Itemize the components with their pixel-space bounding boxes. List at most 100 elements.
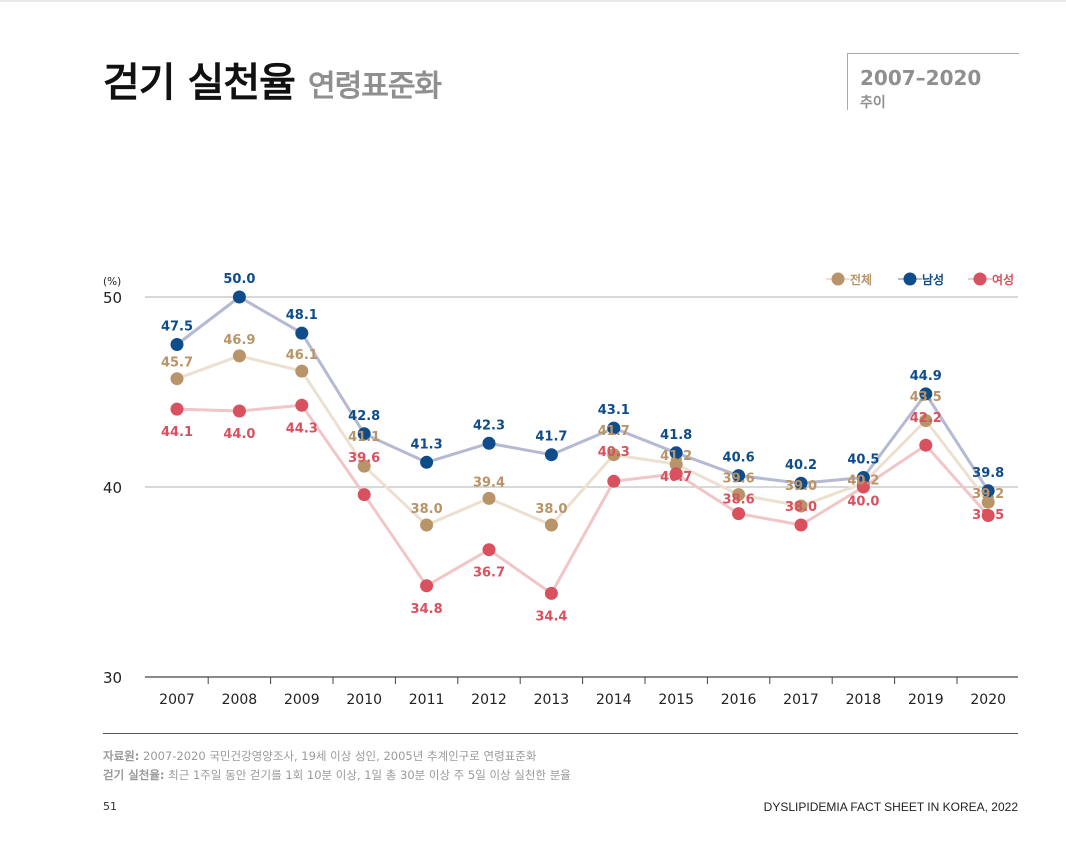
x-tick-label: 2016 xyxy=(721,692,757,708)
data-point-전체 xyxy=(544,518,558,532)
data-label-남성: 44.9 xyxy=(910,369,942,384)
data-label-전체: 40.2 xyxy=(847,474,879,489)
data-point-남성 xyxy=(856,471,870,484)
x-tick-label: 2019 xyxy=(908,692,944,708)
y-tick-label: 50 xyxy=(103,289,122,307)
period-box: 2007–2020 추이 xyxy=(847,53,1019,111)
source-text: 2007-2020 국민건강영양조사, 19세 이상 성인, 2005년 추계인… xyxy=(143,749,537,763)
series-line-전체 xyxy=(176,354,990,527)
data-label-전체: 39.0 xyxy=(785,479,817,494)
data-point-전체 xyxy=(357,459,371,473)
data-label-남성: 39.8 xyxy=(972,466,1004,481)
data-label-전체: 41.7 xyxy=(598,424,630,439)
data-label-남성: 42.8 xyxy=(348,409,380,424)
data-label-여성: 40.3 xyxy=(598,445,630,460)
data-point-여성 xyxy=(544,586,558,600)
data-label-여성: 38.6 xyxy=(723,493,755,508)
x-tick-label: 2013 xyxy=(534,692,570,708)
data-label-전체: 45.7 xyxy=(161,356,193,371)
data-label-여성: 39.6 xyxy=(348,451,380,466)
x-tick-label: 2020 xyxy=(970,692,1006,708)
data-point-전체 xyxy=(732,488,746,502)
data-label-남성: 40.2 xyxy=(785,458,817,473)
x-tick-label: 2014 xyxy=(596,692,632,708)
data-label-여성: 34.4 xyxy=(535,609,567,624)
data-label-남성: 41.3 xyxy=(411,437,443,452)
data-point-남성 xyxy=(981,484,995,498)
definition-note: 걷기 실천율: 최근 1주일 동안 걷기를 1회 10분 이상, 1일 총 30… xyxy=(103,767,571,783)
definition-text: 최근 1주일 동안 걷기를 1회 10분 이상, 1일 총 30분 이상 주 5… xyxy=(168,768,571,782)
data-label-남성: 47.5 xyxy=(161,320,193,335)
data-label-여성: 36.7 xyxy=(473,566,505,581)
legend-marker-전체 xyxy=(831,272,845,286)
data-label-남성: 42.3 xyxy=(473,418,505,433)
data-label-전체: 38.0 xyxy=(411,502,443,517)
series-line-여성 xyxy=(176,403,990,595)
x-tick-label: 2018 xyxy=(846,692,882,708)
data-point-남성 xyxy=(669,446,683,460)
data-point-전체 xyxy=(981,495,995,509)
data-point-여성 xyxy=(794,518,808,532)
data-label-여성: 44.0 xyxy=(223,427,255,442)
data-point-전체 xyxy=(232,349,246,363)
data-point-전체 xyxy=(919,414,933,427)
data-label-여성: 34.8 xyxy=(411,602,443,617)
data-point-여성 xyxy=(295,398,309,412)
page-number: 51 xyxy=(103,800,117,813)
x-tick-label: 2011 xyxy=(409,692,445,708)
data-point-남성 xyxy=(357,427,371,441)
data-point-여성 xyxy=(856,480,870,494)
data-point-전체 xyxy=(295,364,309,378)
legend-label-여성: 여성 xyxy=(992,272,1014,287)
data-label-여성: 38.0 xyxy=(785,500,817,515)
definition-label: 걷기 실천율: xyxy=(103,768,165,782)
data-point-남성 xyxy=(482,436,496,450)
footer-divider xyxy=(103,733,1018,734)
x-tick-label: 2009 xyxy=(284,692,320,708)
page-title: 걷기 실천율 연령표준화 xyxy=(103,50,442,108)
data-point-여성 xyxy=(420,579,434,593)
data-label-전체: 46.1 xyxy=(286,348,318,363)
x-tick-label: 2017 xyxy=(783,692,819,708)
data-point-전체 xyxy=(482,491,496,505)
period-range: 2007–2020 xyxy=(860,66,982,90)
data-label-남성: 40.6 xyxy=(723,451,755,466)
data-point-남성 xyxy=(170,338,184,351)
publication-title: DYSLIPIDEMIA FACT SHEET IN KOREA, 2022 xyxy=(763,800,1018,814)
data-point-전체 xyxy=(170,372,184,386)
data-label-전체: 46.9 xyxy=(223,333,255,348)
data-label-남성: 43.1 xyxy=(598,403,630,418)
x-tick-label: 2010 xyxy=(346,692,382,708)
data-point-여성 xyxy=(232,404,246,418)
data-point-남성 xyxy=(794,476,808,490)
data-point-전체 xyxy=(420,518,434,532)
data-label-전체: 41.1 xyxy=(348,430,380,445)
legend-label-남성: 남성 xyxy=(922,272,944,287)
data-label-전체: 39.6 xyxy=(723,472,755,487)
data-label-전체: 43.5 xyxy=(910,390,942,405)
legend-marker-여성 xyxy=(973,272,987,286)
x-tick-label: 2015 xyxy=(658,692,694,708)
y-tick-label: 40 xyxy=(103,479,122,497)
data-label-남성: 41.8 xyxy=(660,428,692,443)
legend-label-전체: 전체 xyxy=(850,272,872,287)
data-point-여성 xyxy=(981,509,995,522)
data-point-남성 xyxy=(295,326,309,340)
x-tick-label: 2008 xyxy=(222,692,258,708)
data-label-여성: 44.1 xyxy=(161,425,193,440)
data-point-여성 xyxy=(919,438,933,452)
data-label-여성: 40.0 xyxy=(847,495,879,510)
data-label-여성: 44.3 xyxy=(286,421,318,436)
y-unit-label: (%) xyxy=(103,276,121,288)
data-point-전체 xyxy=(607,448,621,462)
data-label-전체: 39.4 xyxy=(473,475,505,490)
data-label-전체: 41.2 xyxy=(660,449,692,464)
legend-marker-남성 xyxy=(903,272,917,286)
x-tick-label: 2012 xyxy=(471,692,507,708)
data-label-여성: 40.7 xyxy=(660,470,692,485)
data-label-남성: 40.5 xyxy=(847,453,879,468)
data-point-여성 xyxy=(607,474,621,488)
data-label-전체: 38.0 xyxy=(535,502,567,517)
data-point-여성 xyxy=(732,507,746,521)
data-point-여성 xyxy=(482,543,496,557)
